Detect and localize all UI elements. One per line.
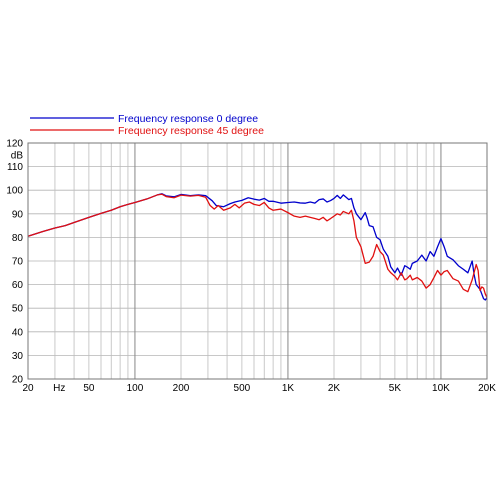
y-tick-label: 70 <box>12 257 24 268</box>
x-tick-label: 100 <box>127 383 144 394</box>
x-axis-unit: Hz <box>53 383 65 394</box>
x-tick-label: 10K <box>432 383 450 394</box>
plot-frame <box>27 142 488 380</box>
y-tick-label: 20 <box>12 375 24 386</box>
x-tick-label: 20K <box>478 383 496 394</box>
y-tick-label: 60 <box>12 280 24 291</box>
x-tick-label: 2K <box>328 383 341 394</box>
x-tick-label: 50 <box>83 383 95 394</box>
legend-label-0: Frequency response 0 degree <box>118 113 258 125</box>
legend-label-1: Frequency response 45 degree <box>118 125 264 137</box>
series-line-1 <box>27 193 488 298</box>
chart-grid <box>27 142 488 380</box>
x-tick-label: 5K <box>389 383 402 394</box>
x-tick-label: 200 <box>173 383 190 394</box>
series-line-0 <box>27 193 488 301</box>
y-tick-label: 120 <box>6 139 23 150</box>
y-tick-label: 90 <box>12 209 24 220</box>
y-tick-label: 50 <box>12 304 24 315</box>
x-tick-label: 1K <box>282 383 295 394</box>
y-tick-label: 30 <box>12 351 24 362</box>
x-tick-label: 500 <box>234 383 251 394</box>
y-tick-label: 40 <box>12 327 24 338</box>
x-tick-label: 20 <box>22 383 34 394</box>
y-tick-label: 80 <box>12 233 24 244</box>
y-axis-unit: dB <box>11 150 24 161</box>
series-layer <box>27 193 488 301</box>
y-tick-label: 100 <box>6 186 23 197</box>
y-tick-label: 110 <box>7 162 23 173</box>
x-tick-labels: 20 50 100 200 500 1K 2K 5K 10K 20K Hz <box>22 383 496 394</box>
